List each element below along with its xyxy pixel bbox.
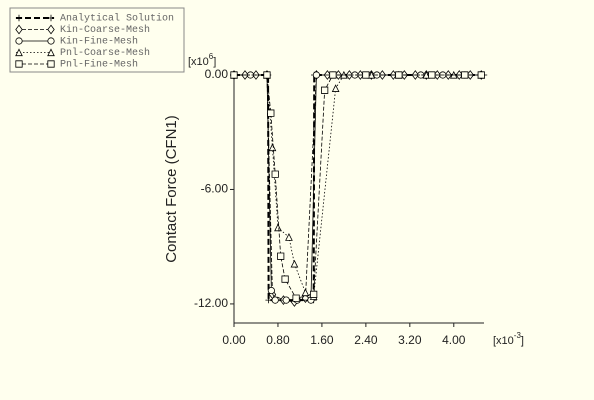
y-multiplier: [x106] xyxy=(188,52,216,68)
legend-marker xyxy=(47,24,55,35)
data-point xyxy=(290,259,299,268)
legend-marker xyxy=(47,48,55,57)
data-point xyxy=(461,71,469,79)
x-tick-label: 0.00 xyxy=(222,333,246,347)
data-point xyxy=(268,143,277,152)
data-point xyxy=(285,233,293,241)
x-multiplier: [x10-3] xyxy=(493,331,524,347)
data-point xyxy=(265,296,272,304)
data-point xyxy=(281,275,289,283)
data-point xyxy=(292,294,300,302)
legend-label: Pnl-Fine-Mesh xyxy=(60,59,138,71)
legend-marker xyxy=(15,48,23,57)
y-axis-label: Contact Force (CFN1) xyxy=(163,115,180,263)
data-point xyxy=(331,84,340,92)
data-point xyxy=(263,71,271,79)
x-mult-close: ] xyxy=(521,335,524,347)
data-point xyxy=(271,296,279,304)
data-point xyxy=(395,71,403,79)
legend-marker xyxy=(15,37,23,45)
y-mult-open: [x10 xyxy=(188,56,209,68)
legend-marker xyxy=(15,24,23,35)
data-point xyxy=(428,71,436,79)
data-point xyxy=(329,71,337,79)
series-line xyxy=(234,74,482,301)
legend-label: Pnl-Coarse-Mesh xyxy=(60,47,150,59)
legend-marker xyxy=(47,37,55,45)
legend-marker xyxy=(47,60,55,68)
x-tick-label: 3.20 xyxy=(398,333,422,347)
data-point xyxy=(230,71,238,79)
data-point xyxy=(477,71,485,79)
legend-label: Kin-Fine-Mesh xyxy=(60,36,138,48)
legend-marker xyxy=(47,14,55,22)
x-tick-label: 2.40 xyxy=(354,333,378,347)
legend-marker xyxy=(15,60,23,68)
data-point xyxy=(310,290,318,298)
x-tick-label: 4.00 xyxy=(442,333,466,347)
data-point xyxy=(301,288,310,297)
y-tick-label: 0.00 xyxy=(205,67,229,81)
data-point xyxy=(267,109,275,117)
legend-label: Analytical Solution xyxy=(60,13,174,25)
x-tick-label: 0.80 xyxy=(266,333,290,347)
legend-marker xyxy=(15,14,23,22)
y-tick-label: -12.00 xyxy=(194,296,228,310)
data-point xyxy=(321,86,329,94)
data-point xyxy=(282,296,290,304)
data-point xyxy=(362,71,370,79)
data-point xyxy=(267,287,275,295)
x-tick-label: 1.60 xyxy=(310,333,334,347)
data-point xyxy=(274,223,282,232)
y-mult-exp: 6 xyxy=(209,52,214,61)
x-mult-exp: -3 xyxy=(514,331,522,340)
y-mult-close: ] xyxy=(213,56,216,68)
y-tick-label: -6.00 xyxy=(201,182,229,196)
data-point xyxy=(271,170,279,178)
x-mult-open: [x10 xyxy=(493,335,514,347)
data-point xyxy=(312,71,321,79)
data-point xyxy=(277,252,285,260)
legend-label: Kin-Coarse-Mesh xyxy=(60,24,150,36)
